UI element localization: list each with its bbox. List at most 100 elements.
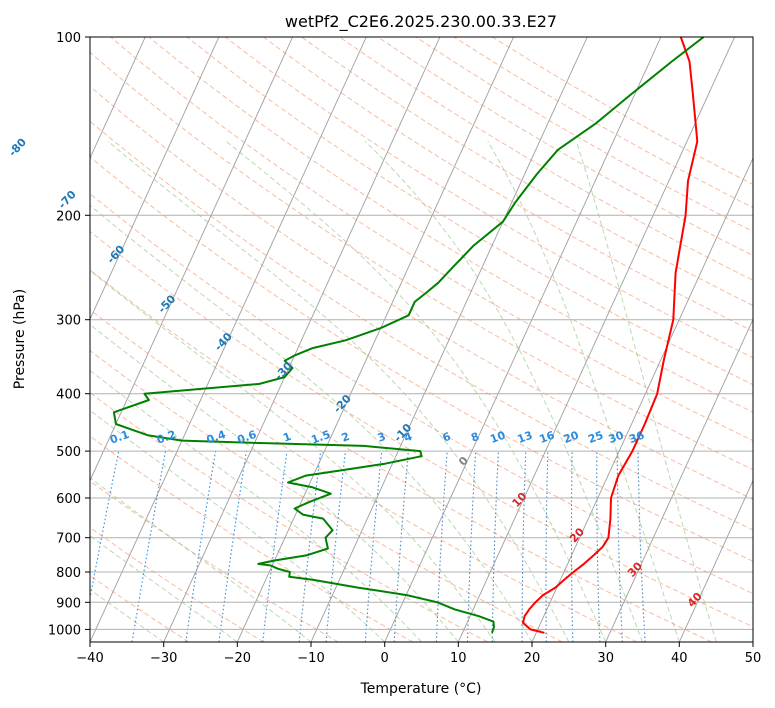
mixing-ratio-line [393, 451, 409, 642]
mixing-ratio-label: 20 [562, 428, 581, 446]
x-tick-label: 10 [450, 651, 467, 666]
mixing-ratio-label: 6 [441, 430, 453, 445]
y-axis: 100 200 300 400 500 600 700 800 900 1000 [48, 31, 90, 638]
isotherm [90, 37, 146, 160]
dry-adiabat [90, 480, 339, 642]
isotherm [90, 37, 294, 482]
mixing-ratio-line [185, 451, 217, 642]
mixing-ratio-label: 10 [488, 428, 507, 446]
dry-adiabat [90, 392, 488, 642]
x-tick-label: −40 [76, 651, 103, 666]
dry-adiabat [339, 37, 753, 281]
isotherm-label: -70 [56, 188, 79, 212]
moist-adiabat [90, 477, 312, 642]
isotherm [310, 37, 588, 642]
y-tick-label: 900 [56, 596, 81, 611]
isoline-labels: 0.10.20.40.611.52346810131620253036-100-… [6, 135, 705, 609]
isotherm-label: -80 [6, 135, 29, 159]
mixing-ratio-label: 13 [516, 429, 535, 446]
mixing-ratio-line [364, 451, 383, 642]
moist-adiabat [364, 140, 643, 642]
x-tick-label: 20 [524, 651, 541, 666]
isotherm [90, 37, 367, 642]
x-tick-label: −10 [297, 651, 324, 666]
mixing-ratio-line [131, 451, 167, 642]
isotherm-label: 0 [456, 454, 471, 469]
mixing-ratio-line [596, 451, 601, 642]
mixing-ratio-line [435, 451, 448, 642]
y-tick-label: 500 [56, 445, 81, 460]
mixing-ratio-label: 30 [607, 428, 626, 446]
isotherm [457, 37, 736, 642]
mixing-ratio-label: 0.1 [108, 428, 131, 447]
mixing-ratio-label: 0.4 [205, 428, 228, 447]
temperature-profile [522, 37, 699, 634]
dry-adiabat [90, 574, 190, 642]
y-tick-label: 800 [56, 566, 81, 581]
y-tick-label: 400 [56, 388, 81, 403]
background-lines [0, 37, 753, 642]
x-tick-label: 40 [671, 651, 688, 666]
mixing-ratio-line [218, 451, 247, 642]
mixing-ratio-label: 1.5 [309, 428, 332, 447]
y-tick-label: 300 [56, 314, 81, 329]
isotherm [678, 479, 753, 642]
y-tick-label: 200 [56, 209, 81, 224]
isotherm [163, 37, 441, 642]
mixing-ratio-line [616, 451, 623, 642]
isotherm [605, 318, 753, 642]
dry-adiabat [224, 37, 753, 359]
mixing-ratio-label: 36 [627, 428, 646, 446]
mixing-ratio-line [298, 451, 322, 642]
dry-adiabat [90, 85, 753, 500]
moist-adiabat [90, 588, 164, 642]
isotherm-label: -50 [155, 292, 178, 316]
mixing-ratio-line [262, 451, 288, 642]
moist-adiabat [487, 141, 680, 642]
dry-adiabat [492, 37, 753, 186]
x-tick-label: −20 [224, 651, 251, 666]
dry-adiabat [148, 37, 753, 413]
mixing-ratio-label: 16 [538, 428, 557, 446]
mixing-ratio-label: 25 [586, 429, 605, 446]
dry-adiabat [90, 269, 712, 642]
isotherm [752, 640, 753, 642]
x-tick-label: 50 [745, 651, 762, 666]
mixing-ratio-label: 8 [469, 430, 481, 445]
mixing-ratio-line [90, 450, 120, 601]
sounding-profiles [112, 37, 705, 634]
x-tick-label: 30 [597, 651, 614, 666]
mixing-ratio-line [545, 451, 549, 642]
y-tick-label: 600 [56, 492, 81, 507]
chart-title: wetPf2_C2E6.2025.230.00.33.E27 [285, 12, 557, 32]
isotherm [0, 37, 72, 642]
mixing-ratio-label: 0.2 [155, 428, 178, 447]
dry-adiabat [90, 230, 753, 628]
mixing-ratio-line [521, 451, 527, 642]
x-tick-label: 0 [381, 651, 389, 666]
isotherm [531, 157, 753, 642]
dry-adiabat [90, 156, 753, 562]
dry-adiabat [110, 37, 753, 442]
dry-adiabat [90, 349, 563, 642]
mixing-ratio-label: 1 [281, 430, 293, 445]
isotherm [90, 37, 220, 321]
y-axis-title: Pressure (hPa) [12, 289, 28, 389]
dry-adiabat [186, 37, 753, 386]
y-tick-label: 1000 [48, 623, 81, 638]
x-axis: −40 −30 −20 −10 0 10 20 30 40 50 [76, 642, 761, 666]
isotherm [384, 37, 662, 642]
x-tick-label: −30 [150, 651, 177, 666]
mixing-ratio-line [325, 451, 347, 642]
isotherm-label: -40 [212, 330, 235, 354]
mixing-ratio-label: 0.6 [235, 428, 258, 447]
mixing-ratio-line [570, 451, 574, 642]
dry-adiabat [301, 37, 753, 307]
dry-adiabat [90, 193, 753, 595]
y-tick-label: 100 [56, 31, 81, 46]
isobar-gridlines [90, 37, 753, 630]
dewpoint-profile [112, 37, 705, 634]
mixing-ratio-line [637, 451, 646, 642]
y-tick-label: 700 [56, 532, 81, 547]
